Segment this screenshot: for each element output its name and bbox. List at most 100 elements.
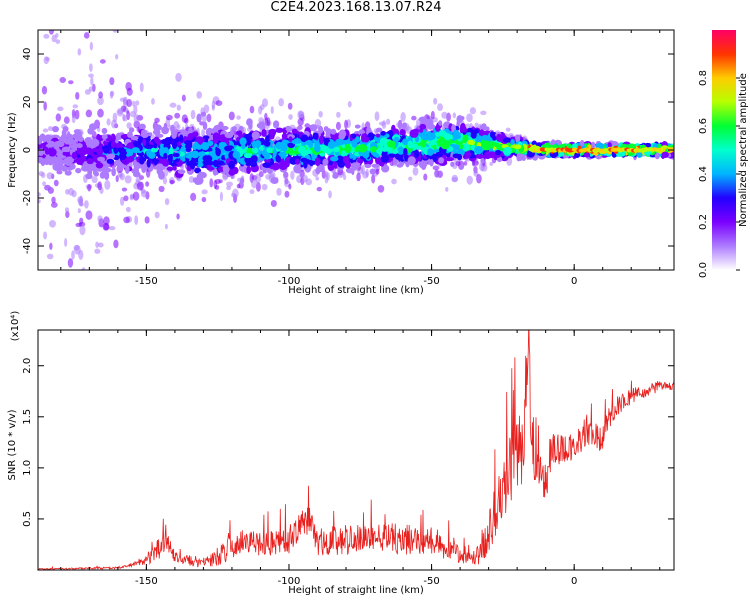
heatmap-cell xyxy=(232,150,241,159)
heatmap-cell xyxy=(88,86,94,92)
heatmap-cell xyxy=(229,130,235,136)
heatmap-cell xyxy=(399,128,406,137)
heatmap-cell xyxy=(87,184,92,192)
heatmap-cell xyxy=(77,133,83,142)
heatmap-cell xyxy=(206,113,212,123)
colorbar-tick-label: 0.0 xyxy=(698,262,709,278)
heatmap-cell xyxy=(219,191,224,202)
heatmap-cell xyxy=(97,96,104,106)
heatmap-cell xyxy=(239,137,247,146)
heatmap-cell xyxy=(103,216,110,226)
heatmap-cell xyxy=(380,155,390,163)
snr-multiplier-label: (x10⁴) xyxy=(10,311,21,342)
heatmap-cell xyxy=(322,158,329,166)
heatmap-cell xyxy=(64,207,70,213)
heatmap-cell xyxy=(342,155,350,164)
heatmap-cell xyxy=(407,140,413,149)
heatmap-cell xyxy=(215,147,221,157)
heatmap-cell xyxy=(386,140,396,148)
heatmap-cell xyxy=(437,140,442,147)
heatmap-cell xyxy=(209,178,214,188)
heatmap-cell xyxy=(451,145,457,153)
heatmap-cell xyxy=(71,151,78,160)
heatmap-cell xyxy=(99,59,106,64)
heatmap-cell xyxy=(201,141,210,151)
heatmap-cell xyxy=(113,142,123,148)
heatmap-cell xyxy=(133,162,140,171)
heatmap-cell xyxy=(101,127,108,135)
heatmap-cell xyxy=(183,140,193,145)
heatmap-cell xyxy=(141,164,147,174)
heatmap-cell xyxy=(199,137,205,143)
heatmap-cell xyxy=(496,133,503,142)
heatmap-cell xyxy=(386,118,391,125)
heatmap-cell xyxy=(158,170,165,180)
heatmap-cell xyxy=(87,127,95,135)
heatmap-cell xyxy=(53,179,59,187)
heatmap-cell xyxy=(473,128,480,134)
heatmap-cell xyxy=(115,53,119,60)
heatmap-cell xyxy=(318,135,324,145)
heatmap-cell xyxy=(84,290,90,298)
heatmap-cell xyxy=(132,191,140,201)
heatmap-cell xyxy=(128,127,135,133)
heatmap-cell xyxy=(103,223,110,231)
heatmap-cell xyxy=(579,139,585,147)
heatmap-cell xyxy=(516,153,522,159)
heatmap-cell xyxy=(231,192,235,198)
heatmap-cell xyxy=(489,161,494,166)
heatmap-cell xyxy=(211,104,215,111)
heatmap-cell xyxy=(86,157,95,165)
heatmap-cell xyxy=(460,122,466,132)
heatmap-cell xyxy=(246,165,252,175)
heatmap-cell xyxy=(237,130,243,138)
heatmap-cell xyxy=(38,199,41,204)
heatmap-cell xyxy=(115,132,123,141)
heatmap-cell xyxy=(251,131,260,140)
heatmap-cell xyxy=(88,5,92,14)
heatmap-cell xyxy=(164,223,168,230)
heatmap-cell xyxy=(174,112,181,119)
y-tick-label: -20 xyxy=(22,190,33,206)
heatmap-cell xyxy=(74,109,80,120)
heatmap-cell xyxy=(63,116,70,124)
heatmap-cell xyxy=(38,192,41,197)
heatmap-cell xyxy=(65,210,70,219)
heatmap-cell xyxy=(89,41,94,51)
heatmap-cell xyxy=(228,160,235,170)
heatmap-cell xyxy=(297,118,304,126)
heatmap-cell xyxy=(335,121,341,131)
heatmap-cell xyxy=(97,156,105,162)
heatmap-cell xyxy=(48,30,55,35)
heatmap-cell xyxy=(65,188,70,195)
heatmap-cell xyxy=(400,112,406,122)
heatmap-cell xyxy=(80,165,90,172)
heatmap-cell xyxy=(391,149,399,154)
heatmap-cell xyxy=(156,163,164,170)
heatmap-cell xyxy=(64,158,73,167)
heatmap-cell xyxy=(150,147,158,153)
heatmap-cell xyxy=(328,190,332,199)
heatmap-cell xyxy=(64,237,68,248)
heatmap-cell xyxy=(411,115,417,121)
heatmap-cell xyxy=(125,81,132,91)
heatmap-cell xyxy=(344,119,348,130)
y-tick-label: 40 xyxy=(22,48,33,61)
heatmap-cell xyxy=(338,129,347,139)
heatmap-cell xyxy=(291,128,298,134)
heatmap-cell xyxy=(420,140,427,148)
heatmap-cell xyxy=(412,166,419,176)
heatmap-cell xyxy=(372,152,377,157)
heatmap-cell xyxy=(466,139,475,145)
heatmap-cell xyxy=(203,104,210,114)
heatmap-cell xyxy=(270,177,279,184)
heatmap-cell xyxy=(135,100,140,106)
heatmap-cell xyxy=(71,115,76,124)
heatmap-cell xyxy=(238,164,247,172)
heatmap-cell xyxy=(401,122,407,130)
y-tick-label: 1.5 xyxy=(22,409,33,425)
heatmap-cell xyxy=(44,147,50,155)
heatmap-cell xyxy=(452,153,460,159)
heatmap-cell xyxy=(480,157,485,164)
heatmap-cell xyxy=(104,179,111,190)
